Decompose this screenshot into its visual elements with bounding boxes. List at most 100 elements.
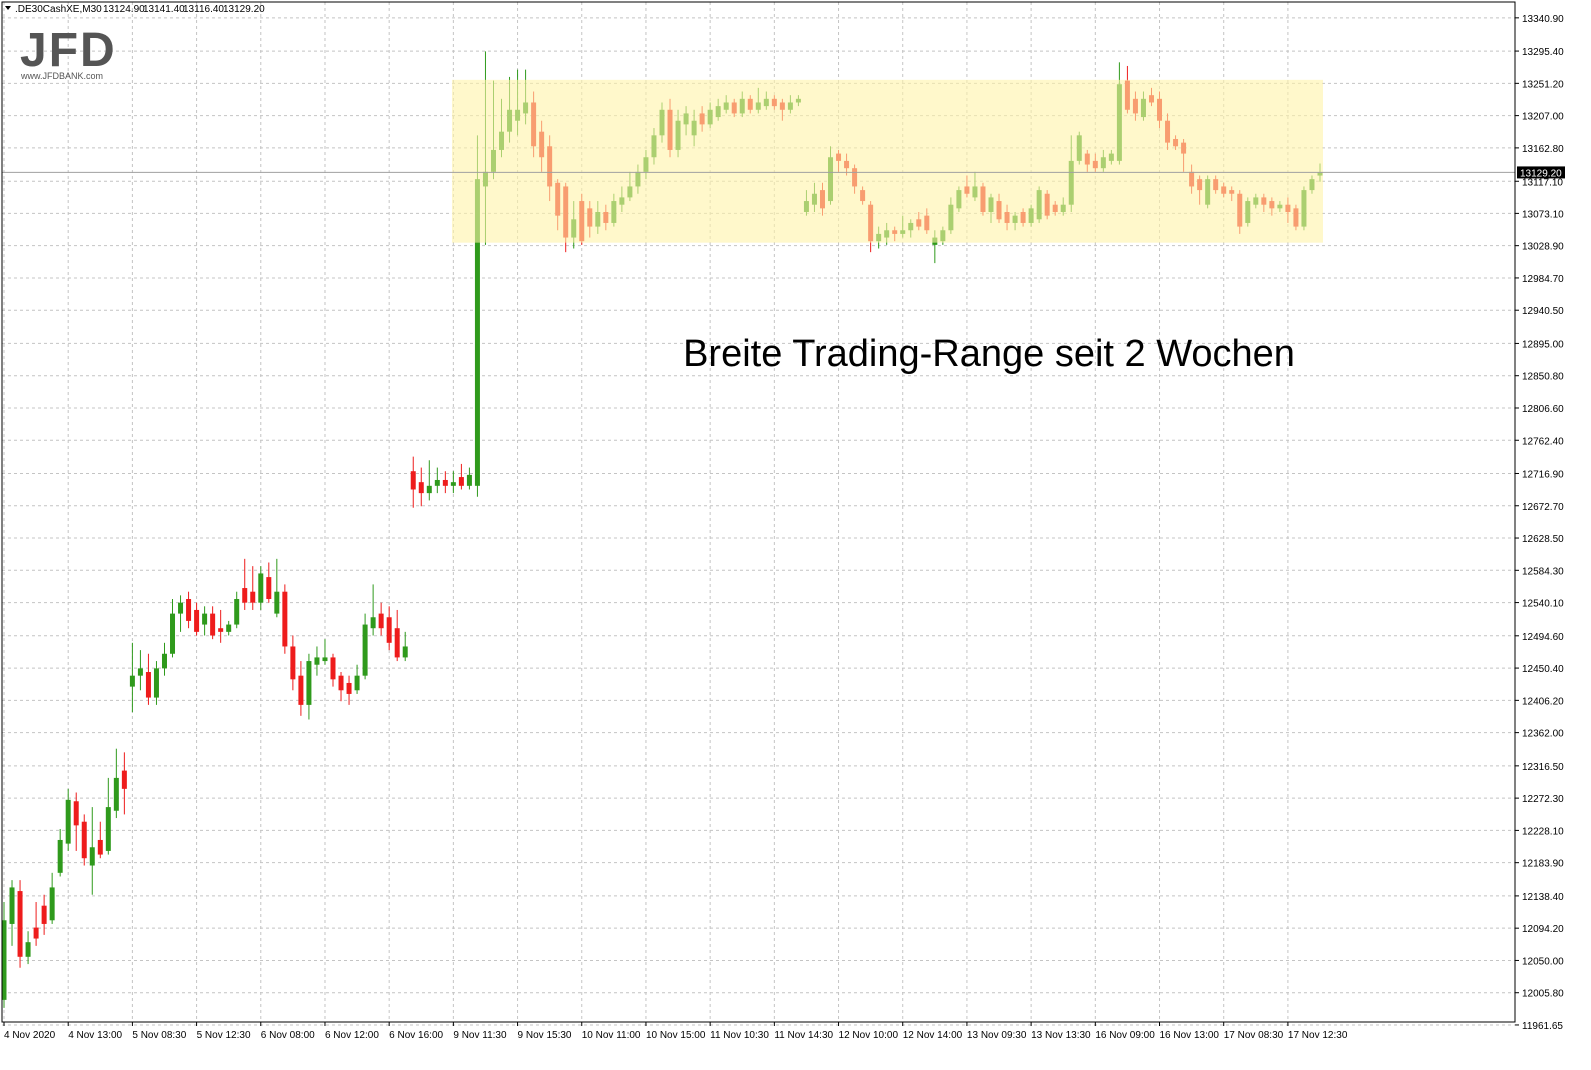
symbol: .DE30CashXE,M30: [15, 4, 102, 15]
candle-body: [306, 661, 312, 705]
ohlc-low: 13116.40: [183, 4, 224, 15]
x-tick-label: 6 Nov 16:00: [389, 1030, 443, 1041]
candle-body: [170, 613, 176, 654]
menu-arrow[interactable]: [5, 6, 11, 10]
y-tick-label: 12138.40: [1522, 892, 1564, 903]
candle-body: [386, 617, 392, 643]
candle-body: [145, 672, 151, 698]
x-tick-label: 6 Nov 12:00: [325, 1030, 379, 1041]
candle-body: [178, 602, 184, 614]
candle-body: [1, 920, 7, 1000]
candle-body: [97, 839, 103, 855]
annotation: Breite Trading-Range seit 2 Wochen: [683, 333, 1295, 375]
y-tick-label: 13340.90: [1522, 14, 1564, 25]
x-tick-label: 4 Nov 13:00: [68, 1030, 122, 1041]
y-tick-label: 12228.10: [1522, 826, 1564, 837]
candle-body: [129, 675, 135, 687]
y-tick-label: 13162.80: [1522, 144, 1564, 155]
y-tick-label: 12895.00: [1522, 339, 1564, 350]
candle-body: [418, 482, 424, 494]
candle-body: [298, 675, 304, 705]
candle-body: [41, 905, 47, 924]
candle-body: [49, 887, 55, 921]
y-tick-label: 12762.40: [1522, 436, 1564, 447]
candle-body: [426, 485, 432, 494]
y-tick-label: 13295.40: [1522, 47, 1564, 58]
candle-body: [57, 839, 63, 873]
candle-body: [89, 847, 95, 866]
y-tick-label: 13073.10: [1522, 209, 1564, 220]
candle-body: [314, 657, 320, 665]
candle-body: [121, 770, 127, 789]
ohlc-close: 13129.20: [223, 4, 265, 15]
y-tick-label: 12628.50: [1522, 534, 1564, 545]
candle-body: [394, 628, 400, 658]
candle-body: [370, 617, 376, 629]
logo: JFD: [20, 24, 117, 77]
candle-body: [322, 657, 328, 662]
x-tick-label: 12 Nov 10:00: [839, 1030, 899, 1041]
x-tick-label: 5 Nov 08:30: [132, 1030, 186, 1041]
candle-body: [474, 179, 480, 486]
candle-body: [466, 474, 472, 486]
candle-body: [17, 891, 23, 957]
y-tick-label: 13028.90: [1522, 242, 1564, 253]
candle-body: [113, 777, 119, 811]
candle-body: [242, 588, 248, 603]
candle-body: [153, 668, 159, 698]
current-price-label: 13129.20: [1520, 168, 1562, 179]
candle-body: [210, 613, 216, 636]
y-tick-label: 12450.40: [1522, 664, 1564, 675]
y-tick-label: 12406.20: [1522, 696, 1564, 707]
candle-body: [186, 599, 192, 621]
y-tick-label: 13207.00: [1522, 112, 1564, 123]
current-price-box: [1517, 166, 1565, 179]
y-tick-label: 12050.00: [1522, 956, 1564, 967]
y-tick-label: 12183.90: [1522, 859, 1564, 870]
candle-body: [250, 591, 256, 603]
candle-body: [442, 479, 448, 486]
y-tick-label: 12494.60: [1522, 632, 1564, 643]
plot-frame: [1, 1, 1516, 1023]
y-tick-label: 12272.30: [1522, 794, 1564, 805]
candle-body: [234, 599, 240, 625]
candle-body: [137, 668, 143, 676]
logo-url: www.JFDBANK.com: [20, 71, 103, 81]
y-tick-label: 12940.50: [1522, 306, 1564, 317]
x-tick-label: 13 Nov 09:30: [967, 1030, 1027, 1041]
x-tick-label: 11 Nov 14:30: [774, 1030, 833, 1041]
y-tick-label: 12984.70: [1522, 274, 1564, 285]
y-tick-label: 12672.70: [1522, 502, 1564, 513]
x-tick-label: 12 Nov 14:00: [903, 1030, 963, 1041]
candle-body: [65, 799, 71, 844]
ohlc-high: 13141.40: [143, 4, 185, 15]
x-tick-label: 6 Nov 08:00: [261, 1030, 315, 1041]
candle-body: [378, 613, 384, 629]
x-tick-label: 4 Nov 2020: [4, 1030, 56, 1041]
x-tick-label: 11 Nov 10:30: [710, 1030, 769, 1041]
x-tick-label: 9 Nov 15:30: [518, 1030, 572, 1041]
x-tick-label: 17 Nov 12:30: [1288, 1030, 1348, 1041]
x-tick-label: 16 Nov 09:00: [1095, 1030, 1155, 1041]
y-tick-label: 13117.10: [1522, 177, 1563, 188]
candle-body: [282, 591, 288, 647]
overlay: [2, 79, 1515, 243]
candle-body: [274, 591, 280, 614]
candle-body: [73, 801, 79, 826]
y-tick-label: 12584.30: [1522, 566, 1564, 577]
x-tick-label: 5 Nov 12:30: [197, 1030, 251, 1041]
candle-body: [458, 477, 464, 486]
candle-body: [338, 675, 344, 691]
y-tick-label: 13251.20: [1522, 79, 1564, 90]
y-tick-label: 12716.90: [1522, 469, 1564, 480]
y-tick-label: 12005.80: [1522, 989, 1564, 1000]
y-tick-label: 11961.65: [1522, 1021, 1563, 1032]
x-tick-label: 16 Nov 13:00: [1160, 1030, 1220, 1041]
candle-body: [362, 624, 368, 676]
y-tick-label: 12094.20: [1522, 924, 1564, 935]
range-box: [452, 79, 1323, 243]
candle-body: [25, 942, 31, 957]
x-tick-label: 10 Nov 11:00: [582, 1030, 641, 1041]
ohlc-open: 13124.90: [103, 4, 145, 15]
